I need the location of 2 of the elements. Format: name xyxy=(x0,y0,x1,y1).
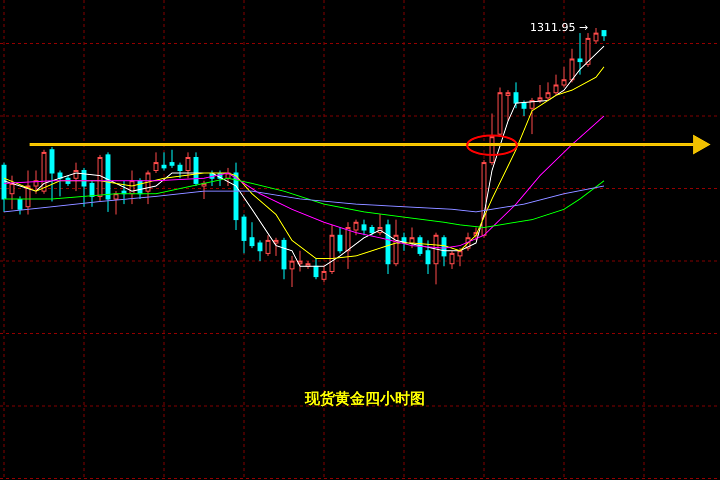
text: 现货黄金四小时图 xyxy=(304,390,426,408)
annotation: 1311.95 → xyxy=(530,21,588,34)
